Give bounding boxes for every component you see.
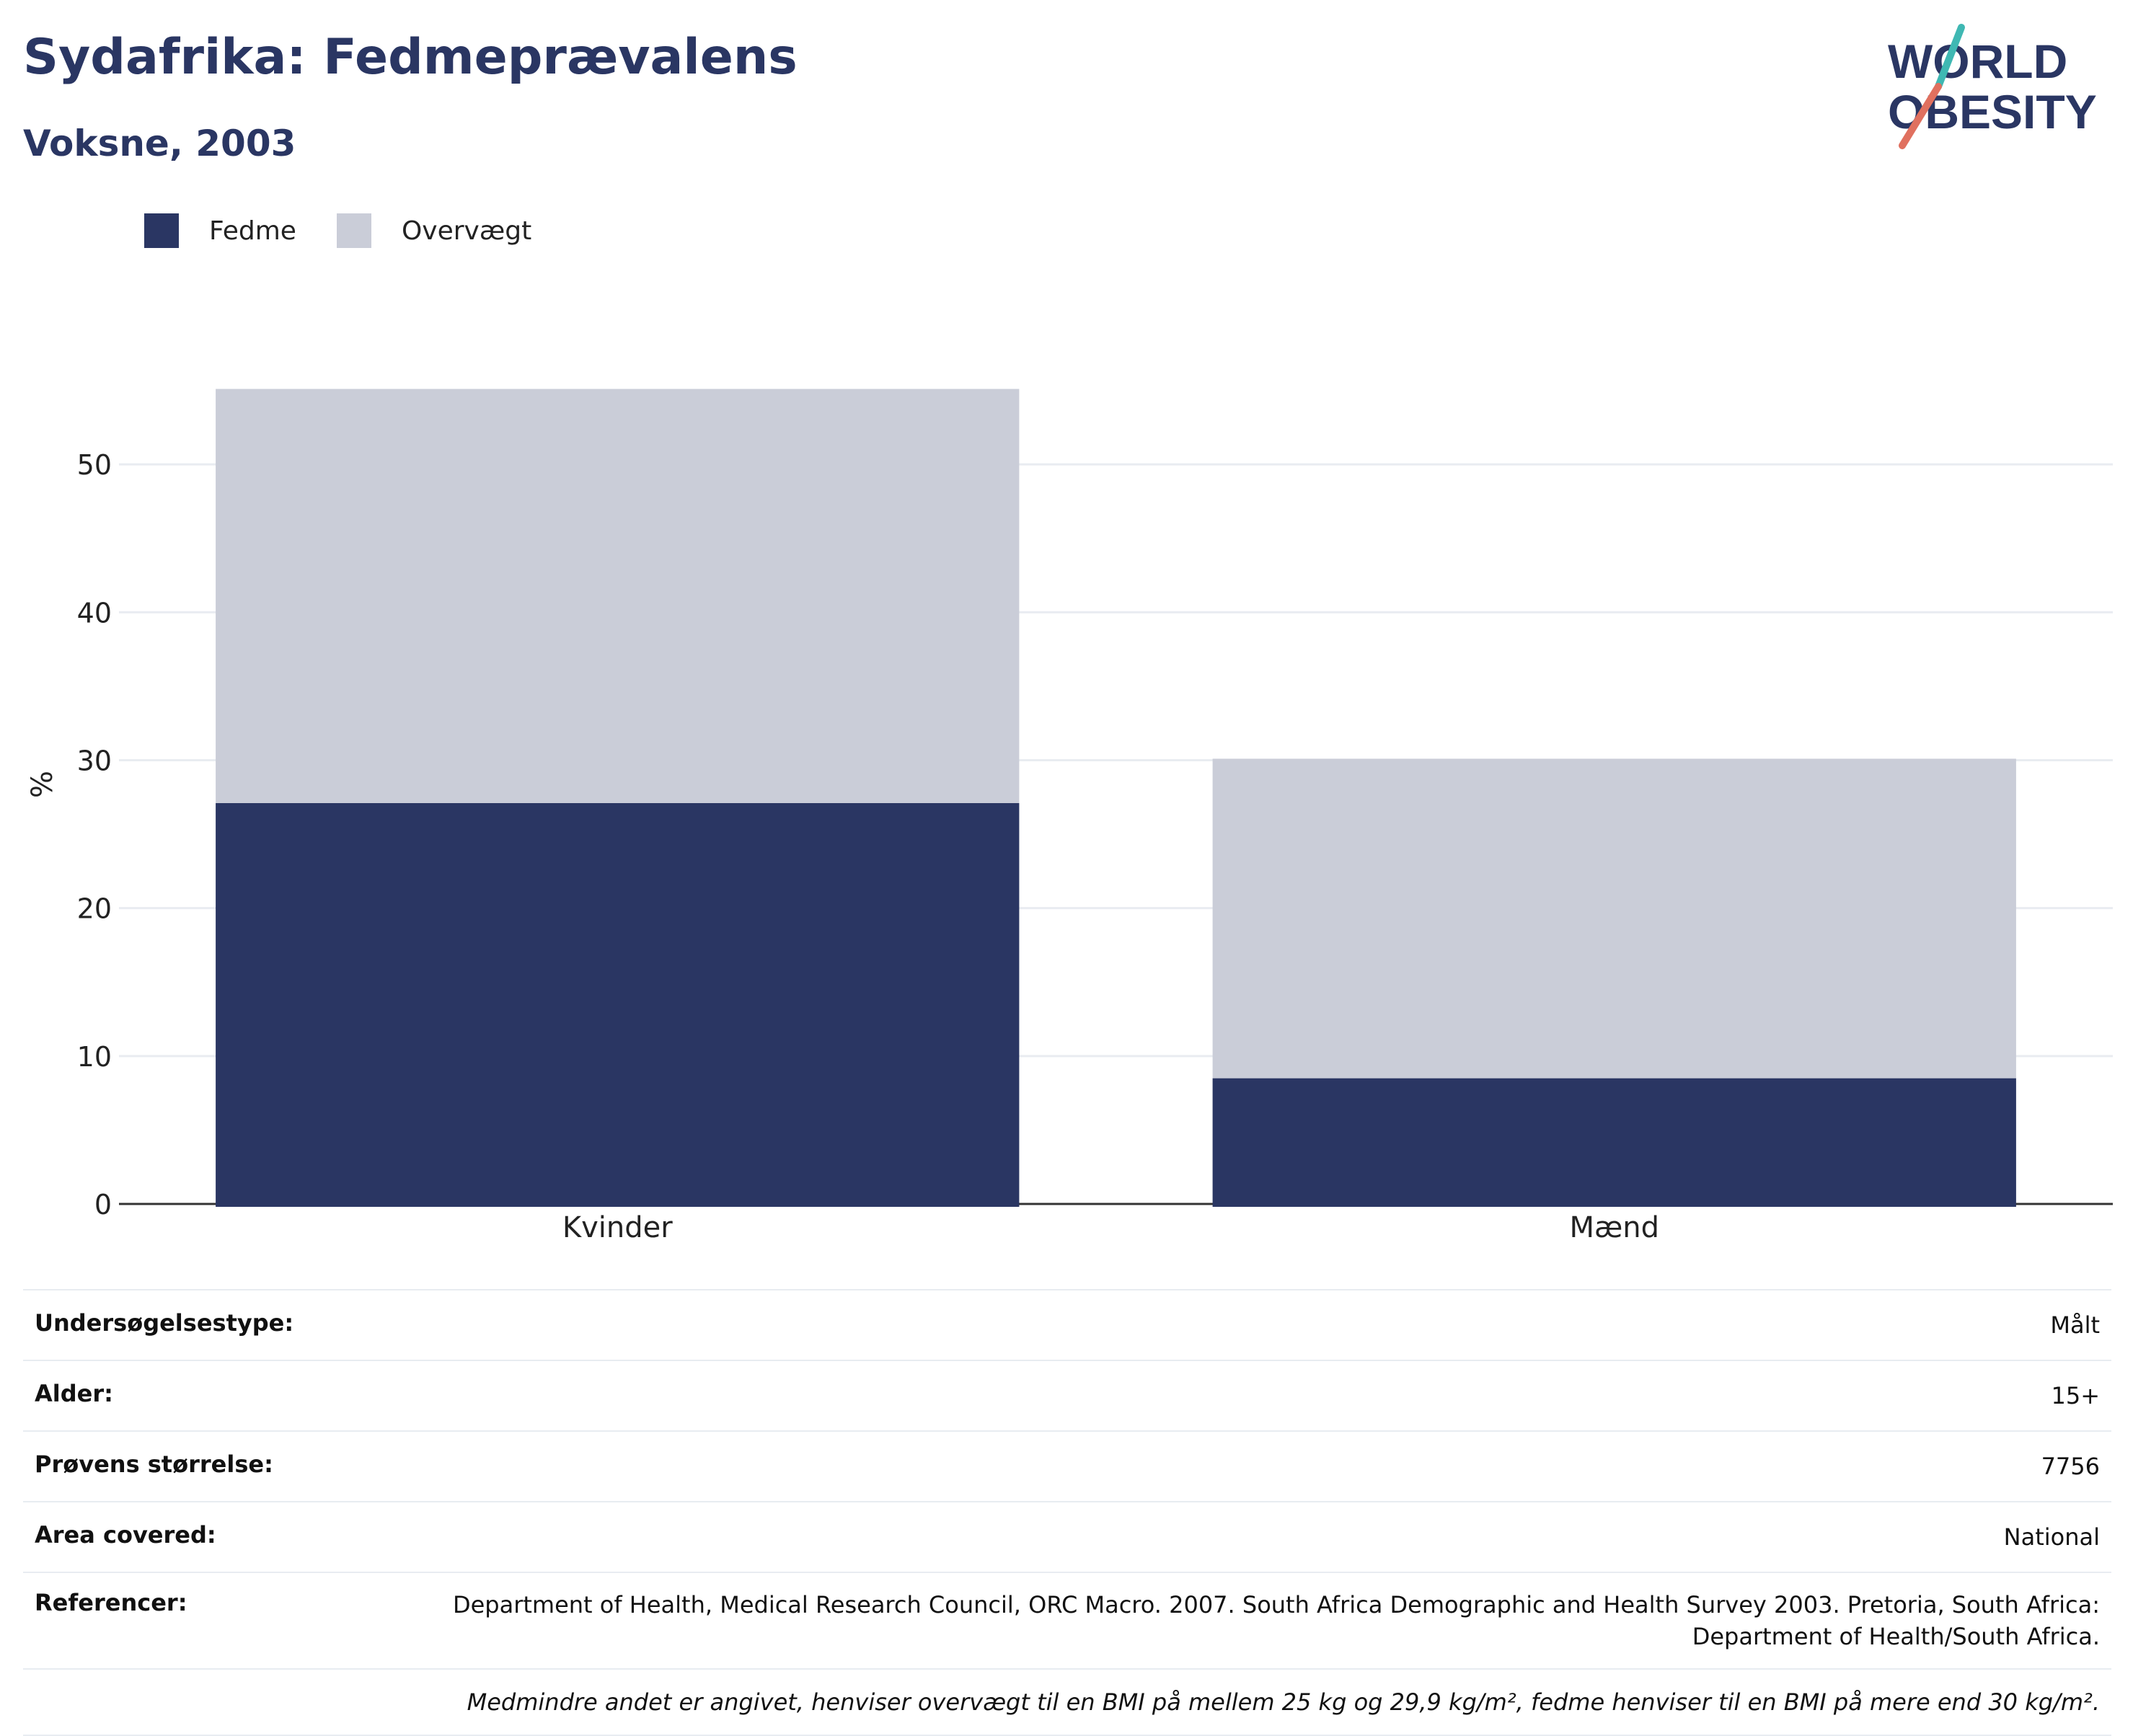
bar-group <box>216 389 2016 1207</box>
legend-item-fedme[interactable]: Fedme <box>144 213 296 248</box>
x-category-label: Mænd <box>1569 1211 1659 1244</box>
age-row: Alder: 15+ <box>23 1360 2111 1430</box>
world-obesity-logo: WORLD OBESITY <box>1888 24 2097 149</box>
survey-type-row: Undersøgelsestype: Målt <box>23 1289 2111 1360</box>
x-category-labels: Kvinder Mænd <box>562 1211 1659 1244</box>
area-row: Area covered: National <box>23 1501 2111 1572</box>
references-value: Department of Health, Medical Research C… <box>452 1591 2100 1650</box>
legend-label-overvaegt: Overvægt <box>401 216 532 246</box>
sample-size-value: 7756 <box>2041 1453 2100 1480</box>
bmi-footnote: Medmindre andet er angivet, henviser ove… <box>23 1668 2111 1736</box>
references-row: Referencer: Department of Health, Medica… <box>23 1572 2111 1668</box>
y-tick-label: 0 <box>94 1189 112 1221</box>
bar-overvaegt-1 <box>1212 758 2016 1079</box>
survey-details: Undersøgelsestype: Målt Alder: 15+ Prøve… <box>23 1289 2111 1736</box>
legend-swatch-overvaegt <box>336 213 371 248</box>
bar-fedme-1 <box>1212 1078 2016 1207</box>
bar-overvaegt-0 <box>216 389 1020 803</box>
area-value: National <box>2003 1523 2100 1551</box>
sample-size-label: Prøvens størrelse: <box>35 1451 273 1478</box>
age-value: 15+ <box>2051 1382 2100 1409</box>
bar-fedme-0 <box>216 802 1020 1207</box>
age-label: Alder: <box>35 1380 113 1407</box>
chart-title: Sydafrika: Fedmeprævalens <box>23 29 798 86</box>
logo-line-1: WORLD <box>1888 35 2067 88</box>
x-category-label: Kvinder <box>562 1211 673 1244</box>
legend-item-overvaegt[interactable]: Overvægt <box>336 213 532 248</box>
y-tick-label: 30 <box>77 745 112 776</box>
stacked-bar-chart: 0 10 20 30 40 50 Kvinder Mænd % <box>26 389 2113 1244</box>
y-axis-label: % <box>26 771 59 798</box>
y-tick-label: 40 <box>77 597 112 629</box>
legend-swatch-fedme <box>144 213 179 248</box>
survey-type-value: Målt <box>2050 1311 2100 1339</box>
references-label: Referencer: <box>35 1589 187 1616</box>
area-label: Area covered: <box>35 1521 216 1549</box>
chart-legend: Fedme Overvægt <box>144 213 572 248</box>
sample-size-row: Prøvens størrelse: 7756 <box>23 1430 2111 1501</box>
y-tick-label: 20 <box>77 893 112 925</box>
y-tick-labels: 0 10 20 30 40 50 <box>77 449 112 1221</box>
survey-type-label: Undersøgelsestype: <box>35 1309 294 1337</box>
legend-label-fedme: Fedme <box>209 216 296 246</box>
chart-subtitle: Voksne, 2003 <box>23 123 296 164</box>
y-tick-label: 50 <box>77 449 112 481</box>
y-tick-label: 10 <box>77 1041 112 1073</box>
